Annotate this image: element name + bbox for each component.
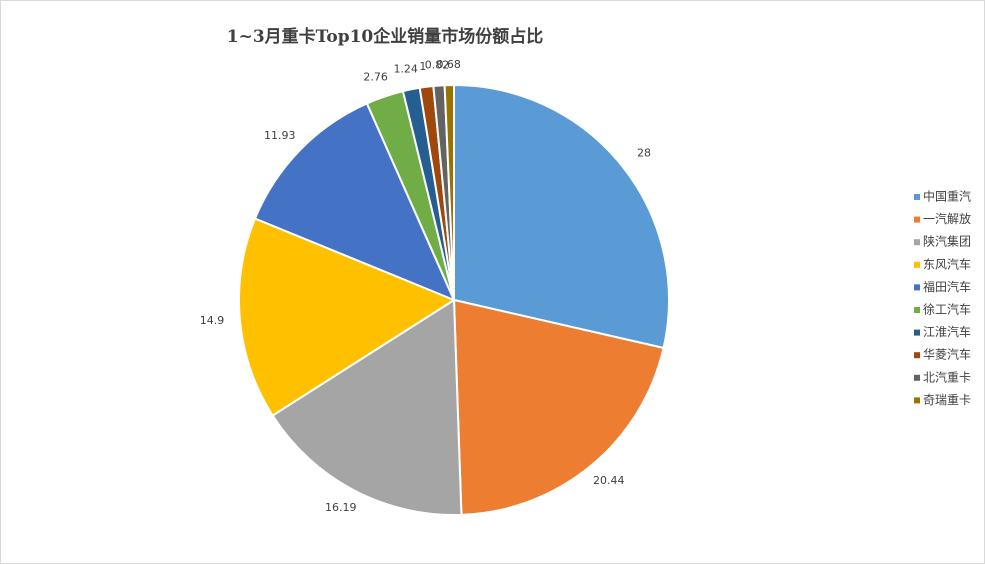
chart-title: 1~3月重卡Top10企业销量市场份额占比 xyxy=(227,26,543,47)
data-label: 28 xyxy=(637,147,651,160)
legend-label: 华菱汽车 xyxy=(923,347,971,362)
pie-slice xyxy=(452,298,665,516)
data-label: 1.24 xyxy=(393,63,418,76)
pie-slice xyxy=(453,83,670,350)
data-label: 1 xyxy=(419,60,426,73)
data-label: 2.76 xyxy=(363,71,388,84)
legend-swatch xyxy=(914,307,920,313)
legend-swatch xyxy=(914,239,920,246)
data-label: 0.68 xyxy=(436,58,461,71)
legend-label: 陕汽集团 xyxy=(923,234,971,249)
legend-label: 一汽解放 xyxy=(923,211,971,226)
legend-label: 北汽重卡 xyxy=(923,369,971,384)
legend-swatch xyxy=(914,329,920,336)
legend-swatch xyxy=(914,352,920,359)
legend-label: 江淮汽车 xyxy=(923,324,971,339)
legend-label: 中国重汽 xyxy=(923,189,971,204)
legend-label: 福田汽车 xyxy=(923,279,971,294)
legend-swatch xyxy=(914,261,920,268)
data-label: 14.9 xyxy=(200,314,225,327)
legend-label: 奇瑞重卡 xyxy=(923,393,971,407)
data-label: 0.82 xyxy=(425,59,450,72)
legend-swatch xyxy=(914,284,920,291)
legend-swatch xyxy=(914,216,920,223)
legend-swatch xyxy=(914,374,920,381)
data-label: 11.93 xyxy=(264,129,296,142)
data-label: 16.19 xyxy=(325,501,357,514)
data-label: 20.44 xyxy=(593,474,625,487)
pie-slice xyxy=(443,83,455,301)
pie-slice xyxy=(238,217,457,417)
legend-label: 东风汽车 xyxy=(923,256,971,271)
pie-slice xyxy=(271,298,463,516)
legend-swatch xyxy=(914,397,920,404)
legend-label: 徐工汽车 xyxy=(923,302,971,317)
legend-swatch xyxy=(914,194,920,200)
pie-slice xyxy=(253,102,456,302)
